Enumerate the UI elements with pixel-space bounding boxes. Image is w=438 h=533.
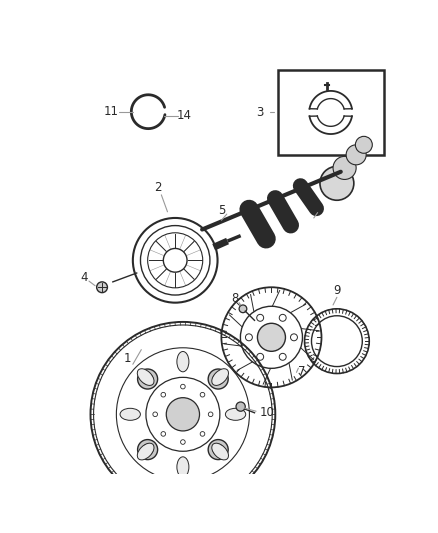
Bar: [278, 70, 384, 155]
Text: 9: 9: [333, 284, 341, 297]
Text: 11: 11: [104, 105, 119, 118]
Text: 3: 3: [256, 106, 264, 119]
Circle shape: [213, 374, 223, 384]
Ellipse shape: [212, 443, 229, 460]
Circle shape: [333, 156, 356, 180]
Ellipse shape: [177, 457, 189, 477]
Circle shape: [236, 402, 245, 411]
Text: 4: 4: [81, 271, 88, 284]
Ellipse shape: [137, 369, 154, 385]
Text: 6: 6: [314, 202, 321, 215]
Circle shape: [208, 369, 228, 389]
Ellipse shape: [177, 351, 189, 372]
Circle shape: [97, 282, 107, 293]
Circle shape: [200, 432, 205, 436]
Circle shape: [166, 398, 200, 431]
Text: 10: 10: [260, 406, 275, 419]
Ellipse shape: [226, 408, 246, 421]
Circle shape: [258, 324, 286, 351]
Circle shape: [279, 353, 286, 360]
Ellipse shape: [120, 408, 141, 421]
Circle shape: [279, 314, 286, 321]
Text: 7: 7: [298, 366, 306, 378]
Circle shape: [346, 145, 366, 165]
Circle shape: [180, 440, 185, 445]
Circle shape: [239, 305, 247, 313]
Circle shape: [153, 412, 158, 417]
Ellipse shape: [137, 443, 154, 460]
Circle shape: [142, 444, 153, 455]
Text: 8: 8: [231, 292, 238, 305]
Circle shape: [320, 166, 354, 200]
Circle shape: [213, 444, 223, 455]
Circle shape: [200, 392, 205, 397]
Circle shape: [276, 205, 290, 219]
Circle shape: [138, 440, 158, 459]
Circle shape: [355, 136, 372, 154]
Circle shape: [250, 216, 265, 232]
Circle shape: [142, 374, 153, 384]
Circle shape: [245, 334, 252, 341]
Circle shape: [208, 412, 213, 417]
Circle shape: [257, 353, 264, 360]
Circle shape: [208, 440, 228, 459]
Circle shape: [290, 334, 297, 341]
Text: 2: 2: [155, 181, 162, 193]
Circle shape: [257, 314, 264, 321]
Circle shape: [138, 369, 158, 389]
Circle shape: [161, 392, 166, 397]
Circle shape: [302, 191, 314, 203]
Text: 1: 1: [124, 352, 131, 365]
Text: 14: 14: [177, 109, 192, 122]
Circle shape: [161, 432, 166, 436]
Circle shape: [180, 384, 185, 389]
Text: 5: 5: [218, 204, 225, 217]
Ellipse shape: [212, 369, 229, 385]
